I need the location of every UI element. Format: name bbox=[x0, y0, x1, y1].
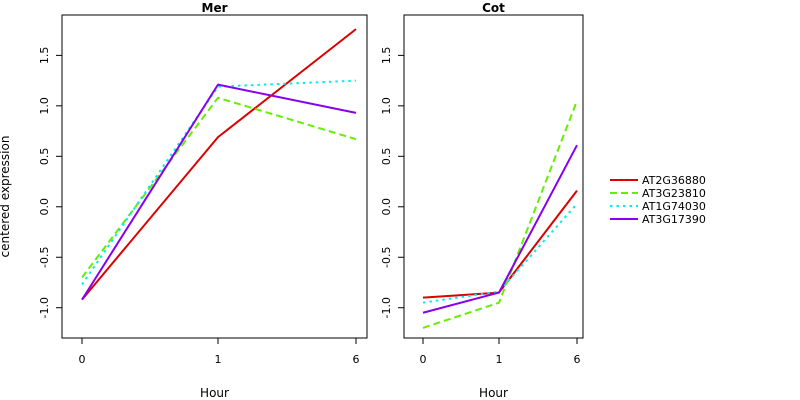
y-axis-label: centered expression bbox=[0, 136, 12, 258]
series-line-at3g23810 bbox=[422, 100, 578, 329]
series-line-at1g74030 bbox=[422, 203, 578, 304]
series-line-at3g17390 bbox=[422, 144, 578, 314]
legend-label: AT2G36880 bbox=[642, 174, 706, 187]
x-tick-label: 0 bbox=[79, 353, 86, 366]
series-line-at3g17390 bbox=[81, 83, 357, 301]
series-line-at3g23810 bbox=[81, 96, 357, 279]
y-tick-label: -0.5 bbox=[380, 247, 393, 268]
series-line-at1g74030 bbox=[81, 79, 357, 286]
legend-label: AT3G23810 bbox=[642, 187, 706, 200]
plot-frame bbox=[403, 14, 584, 339]
series-line-at2g36880 bbox=[81, 28, 357, 301]
y-tick-label: 1.5 bbox=[38, 47, 51, 65]
y-tick-label: 1.5 bbox=[380, 47, 393, 65]
y-tick-label: -1.0 bbox=[38, 297, 51, 318]
legend-label: AT3G17390 bbox=[642, 213, 706, 226]
y-tick-label: -0.5 bbox=[38, 247, 51, 268]
y-tick-label: -1.0 bbox=[380, 297, 393, 318]
series-line-at2g36880 bbox=[422, 190, 578, 299]
x-tick-label: 1 bbox=[215, 353, 222, 366]
x-tick-label: 0 bbox=[420, 353, 427, 366]
legend-label: AT1G74030 bbox=[642, 200, 706, 213]
x-axis-label: Hour bbox=[200, 386, 229, 400]
panel-cot: Cot -1.0 -0.5 0.0 0.5 1.0 1.5 0 1 6 Hour bbox=[380, 1, 584, 400]
y-tick-label: 0.5 bbox=[380, 148, 393, 166]
panel-mer: Mer -1.0 -0.5 0.0 0.5 1.0 1.5 0 1 6 Hour centered e… bbox=[0, 1, 368, 400]
y-tick-label: 0.0 bbox=[380, 198, 393, 216]
x-tick-label: 6 bbox=[574, 353, 581, 366]
y-tick-label: 1.0 bbox=[38, 97, 51, 115]
y-tick-label: 1.0 bbox=[380, 97, 393, 115]
plot-frame bbox=[61, 14, 368, 339]
x-tick-label: 6 bbox=[353, 353, 360, 366]
x-axis-label: Hour bbox=[479, 386, 508, 400]
x-tick-label: 1 bbox=[496, 353, 503, 366]
panel-title: Cot bbox=[482, 1, 505, 15]
y-tick-label: 0.0 bbox=[38, 198, 51, 216]
y-tick-label: 0.5 bbox=[38, 148, 51, 166]
panel-title: Mer bbox=[202, 1, 228, 15]
